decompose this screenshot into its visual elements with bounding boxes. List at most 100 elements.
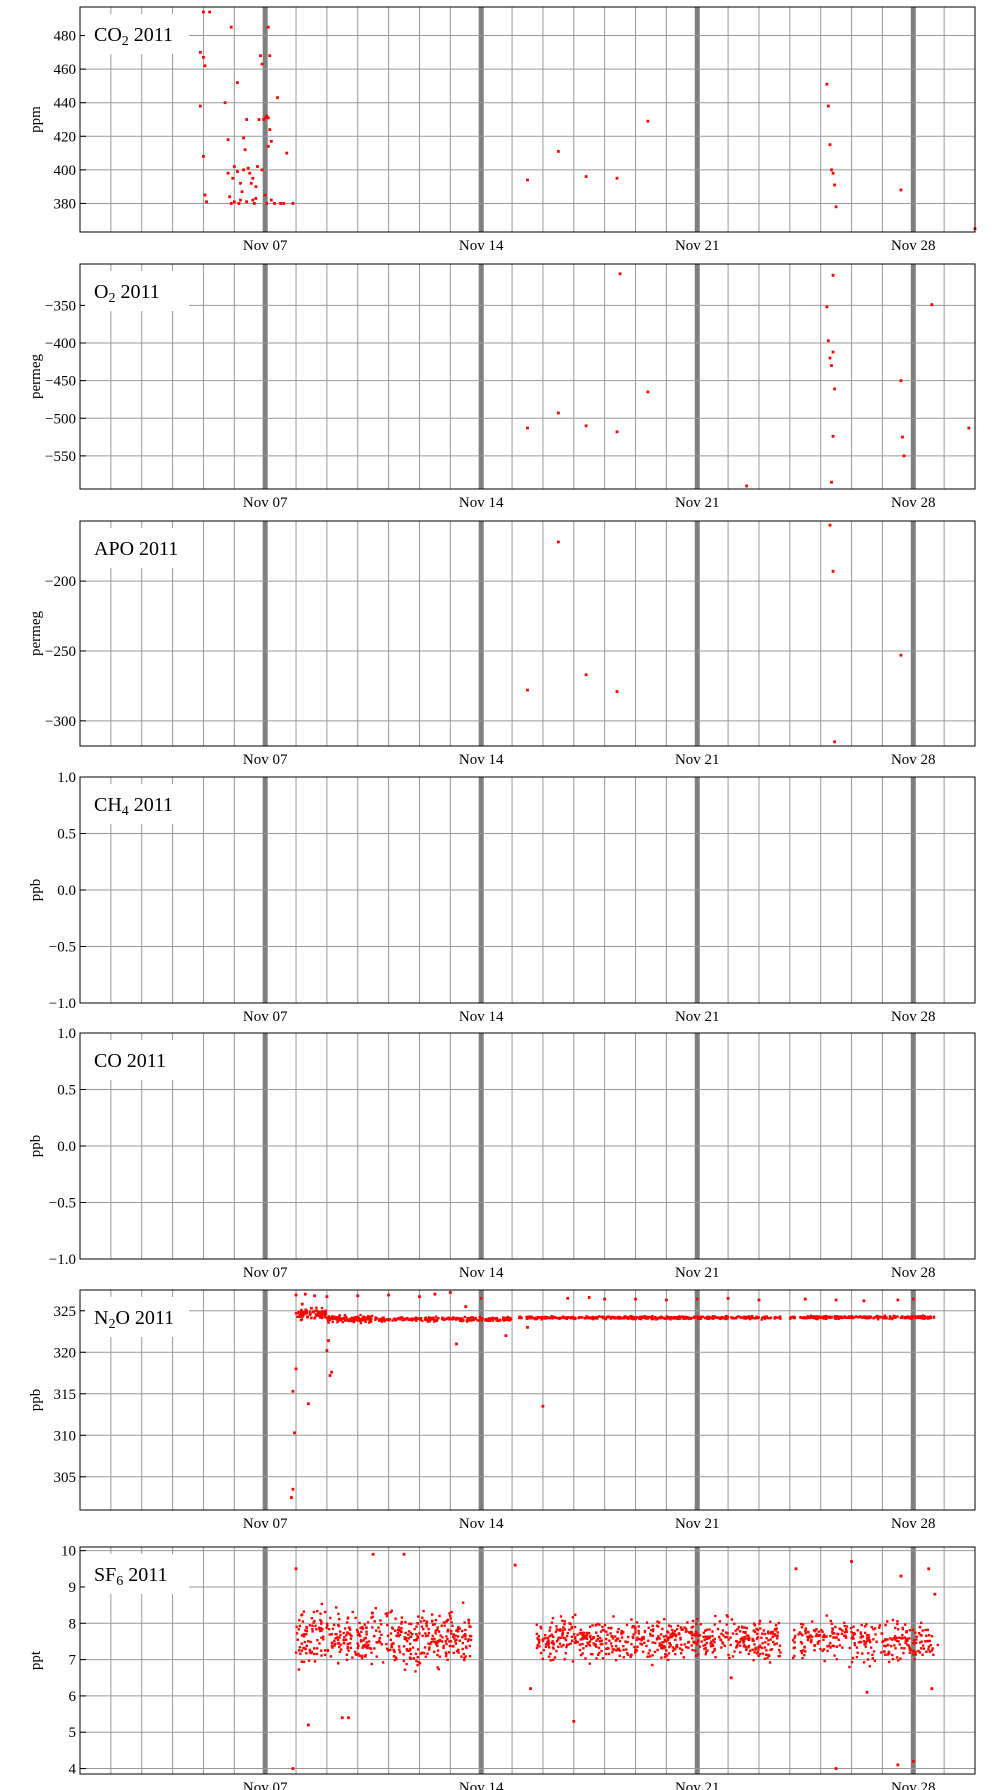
data-point [468, 1644, 472, 1648]
data-point [547, 1655, 551, 1658]
y-axis-label: permeg [28, 354, 44, 399]
data-point [415, 1633, 418, 1636]
data-point [682, 1656, 685, 1659]
data-point [687, 1317, 690, 1321]
data-point [869, 1640, 872, 1644]
data-point [430, 1613, 434, 1616]
data-point [573, 1625, 577, 1629]
data-point [844, 1636, 848, 1639]
data-point [766, 1632, 770, 1635]
data-point [312, 1610, 316, 1614]
data-point [927, 1567, 931, 1571]
data-point [379, 1619, 382, 1622]
data-point [859, 1631, 862, 1634]
data-point [618, 1649, 622, 1652]
data-point [449, 1640, 453, 1643]
data-point [427, 1642, 430, 1645]
data-point [806, 1638, 810, 1642]
data-point [704, 1652, 707, 1656]
data-point [429, 1642, 432, 1646]
data-point [563, 1628, 567, 1631]
data-point [251, 198, 255, 202]
data-point [436, 1318, 439, 1321]
data-point [338, 1617, 341, 1621]
data-point [800, 1626, 804, 1629]
data-point [831, 273, 835, 277]
data-point [655, 1637, 659, 1640]
data-point [364, 1655, 367, 1658]
data-point [742, 1641, 745, 1644]
data-point [331, 1317, 335, 1321]
data-point [405, 1649, 409, 1652]
data-point [336, 1320, 339, 1324]
data-point [651, 1641, 654, 1644]
data-point [769, 1620, 772, 1623]
data-point [809, 1640, 813, 1644]
data-point [245, 118, 249, 121]
data-point [331, 1646, 334, 1649]
data-point [316, 1313, 319, 1317]
data-point [317, 1311, 320, 1315]
data-point [403, 1636, 406, 1639]
data-point [544, 1637, 547, 1640]
data-point [418, 1632, 421, 1635]
data-point [325, 1626, 328, 1630]
data-point [198, 50, 202, 54]
data-point [751, 1637, 754, 1641]
data-point [868, 1316, 872, 1319]
data-point [852, 1631, 856, 1635]
data-point [415, 1319, 418, 1322]
data-point [315, 1313, 318, 1316]
data-point [556, 411, 560, 415]
data-point [359, 1626, 362, 1630]
data-point [329, 1616, 332, 1620]
data-point [833, 1632, 836, 1635]
data-point [570, 1635, 574, 1638]
data-point [316, 1638, 319, 1642]
data-point [821, 1316, 825, 1319]
data-point [504, 1334, 508, 1338]
data-point [457, 1625, 460, 1629]
data-point [312, 1621, 315, 1624]
data-point [721, 1641, 724, 1644]
data-point [581, 1316, 584, 1319]
data-point [643, 1315, 646, 1319]
data-point [351, 1316, 355, 1320]
data-point [384, 1612, 387, 1615]
data-point [888, 1660, 891, 1664]
data-point [464, 1637, 467, 1640]
data-point [909, 1648, 912, 1651]
data-point [320, 1315, 323, 1318]
y-tick-label: −1.0 [49, 1252, 76, 1268]
data-point [479, 1296, 483, 1300]
data-point [565, 1634, 569, 1638]
data-point [704, 1636, 707, 1639]
data-point [815, 1315, 819, 1318]
data-point [327, 1339, 330, 1343]
data-point [465, 1646, 468, 1650]
data-point [614, 1658, 618, 1662]
data-point [767, 1639, 770, 1642]
data-point [617, 1627, 620, 1631]
data-point [868, 1639, 871, 1642]
data-point [558, 1642, 562, 1645]
data-point [526, 1325, 529, 1329]
data-point [386, 1318, 389, 1321]
y-tick-label: 4 [69, 1762, 77, 1778]
data-point [337, 1319, 341, 1322]
data-point [354, 1652, 358, 1656]
data-point [469, 1638, 473, 1642]
data-point [850, 1630, 853, 1634]
data-point [853, 1316, 856, 1319]
data-point [409, 1622, 413, 1626]
data-point [579, 1638, 582, 1641]
data-point [490, 1317, 493, 1320]
data-point [919, 1641, 922, 1644]
data-point [276, 96, 279, 100]
data-point [461, 1629, 464, 1633]
data-point [738, 1630, 742, 1633]
data-point [432, 1640, 435, 1643]
data-point [367, 1314, 370, 1318]
data-point [768, 1661, 772, 1664]
